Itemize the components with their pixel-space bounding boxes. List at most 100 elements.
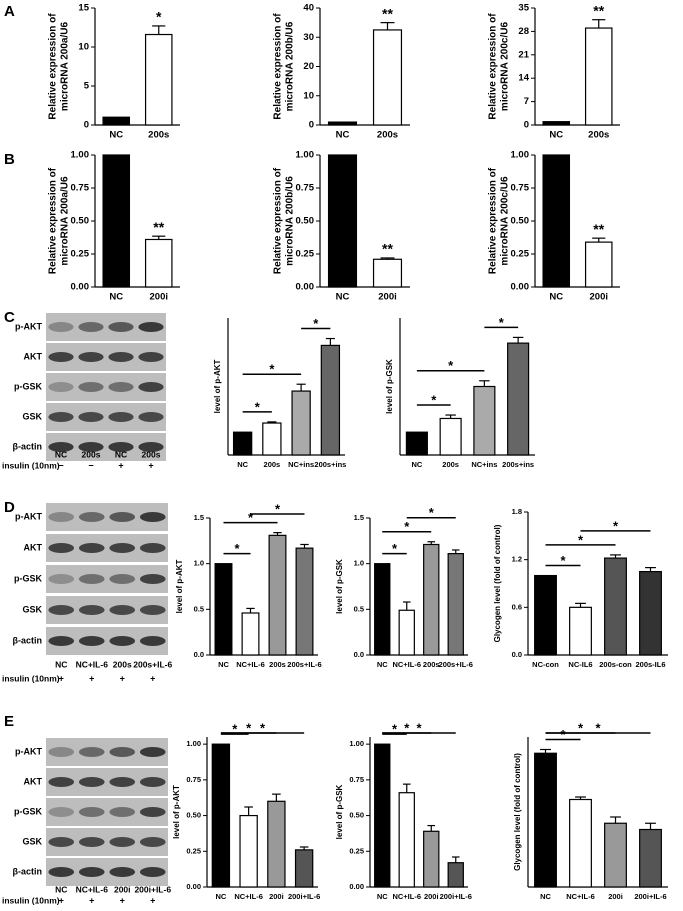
bar <box>374 563 391 656</box>
blot-band <box>108 412 134 422</box>
y-tick-label: 0.0 <box>512 650 522 659</box>
x-tick-label: 200i <box>608 892 623 901</box>
x-tick-label: 200s <box>264 460 281 469</box>
bar <box>294 849 314 888</box>
y-axis-label: Relative expression of <box>273 167 284 274</box>
y-tick-label: 0.00 <box>296 282 315 293</box>
panel-letter: B <box>4 151 15 168</box>
x-tick-label: 200s-con <box>599 660 632 669</box>
lane-label: 200s+IL-6 <box>133 659 172 669</box>
blot-band <box>109 747 136 757</box>
lane-label: 200i+IL-6 <box>134 884 171 894</box>
x-tick-label: NC <box>377 892 388 901</box>
significance: * <box>275 501 281 516</box>
significance: ** <box>382 241 393 257</box>
blot-band <box>139 777 166 787</box>
x-tick-label: NC+IL-6 <box>392 660 421 669</box>
blot-band <box>48 837 75 847</box>
bar <box>584 241 613 288</box>
y-tick-label: 0.75 <box>71 183 90 194</box>
bar <box>320 344 341 456</box>
bar <box>214 563 233 656</box>
x-tick-label: 200s <box>269 660 286 669</box>
blot-row-label: p-AKT <box>15 746 42 756</box>
lane-label: NC <box>115 449 127 459</box>
bar <box>102 116 131 126</box>
blot-band <box>139 747 166 757</box>
blot-band <box>78 543 105 553</box>
blot-band <box>48 352 74 362</box>
y-tick-label: 7 <box>524 96 529 107</box>
significance: * <box>404 720 410 735</box>
x-tick-label: 200s-IL6 <box>635 660 665 669</box>
x-tick-label: 200i <box>590 292 609 303</box>
x-tick-label: 200s <box>588 130 609 141</box>
x-tick-label: 200s+ins <box>502 460 534 469</box>
bar <box>327 154 358 288</box>
y-tick-label: 0.25 <box>349 846 364 855</box>
blot-band <box>138 352 164 362</box>
y-tick-label: 1.00 <box>186 739 201 748</box>
insulin-label: insulin (10nm) <box>2 673 60 683</box>
y-tick-label: 10 <box>78 42 89 53</box>
y-tick-label: 0.50 <box>296 216 315 227</box>
x-tick-label: 200s+IL-6 <box>287 660 321 669</box>
y-tick-label: 1.00 <box>71 150 90 161</box>
x-tick-label: NC+IL-6 <box>566 892 595 901</box>
blot-band <box>109 543 136 553</box>
bar <box>268 534 287 656</box>
y-axis-label: level of p-AKT <box>175 559 184 613</box>
significance: * <box>246 720 252 735</box>
y-tick-label: 0.25 <box>296 249 315 260</box>
y-tick-label: 0 <box>524 120 529 131</box>
y-axis-label: Relative expression of <box>488 13 499 120</box>
blot-row-label: p-GSK <box>14 381 42 391</box>
significance: * <box>404 519 410 534</box>
panel-letter: E <box>4 713 14 730</box>
y-axis-label: level of p-GSK <box>385 359 394 414</box>
y-tick-label: 14 <box>518 73 529 84</box>
y-tick-label: 1.5 <box>194 513 204 522</box>
lane-label: NC+IL-6 <box>76 659 109 669</box>
insulin-sign: + <box>148 460 153 470</box>
blot-band <box>139 605 166 615</box>
blot-band <box>48 322 74 332</box>
bar <box>374 743 391 888</box>
blot-band <box>48 747 75 757</box>
y-tick-label: 0.0 <box>354 650 364 659</box>
bar <box>569 798 592 888</box>
y-axis-label: Relative expression of <box>488 167 499 274</box>
blot-band <box>109 837 136 847</box>
lane-label: 200i <box>114 884 131 894</box>
blot-band <box>109 512 136 522</box>
x-tick-label: NC <box>109 130 123 141</box>
blot-band <box>48 777 75 787</box>
y-tick-label: 0.00 <box>349 882 364 891</box>
bar <box>144 238 173 288</box>
y-tick-label: 1.00 <box>296 150 315 161</box>
significance: * <box>499 315 505 330</box>
blot-band <box>78 322 104 332</box>
x-tick-label: 200s <box>148 130 169 141</box>
y-tick-label: 0.00 <box>71 282 90 293</box>
y-tick-label: 1.00 <box>349 739 364 748</box>
blot-band <box>78 512 105 522</box>
x-tick-label: 200s+IL-6 <box>439 660 473 669</box>
x-tick-label: 200i <box>269 892 284 901</box>
blot-row-label: β-actin <box>13 635 43 645</box>
y-tick-label: 0.75 <box>511 183 530 194</box>
blot-band <box>48 442 74 452</box>
bar <box>295 547 314 656</box>
significance: ** <box>593 221 604 237</box>
x-tick-label: NC <box>215 892 226 901</box>
significance: * <box>232 722 238 737</box>
bar <box>398 609 415 656</box>
blot-band <box>139 574 166 584</box>
insulin-label: insulin (10nm) <box>2 895 60 905</box>
significance: * <box>156 9 162 25</box>
bar <box>423 830 440 888</box>
significance: * <box>595 720 601 735</box>
y-axis-label: microRNA 200a/U6 <box>60 22 71 112</box>
panel-letter: D <box>4 499 15 516</box>
y-tick-label: 21 <box>518 49 529 60</box>
